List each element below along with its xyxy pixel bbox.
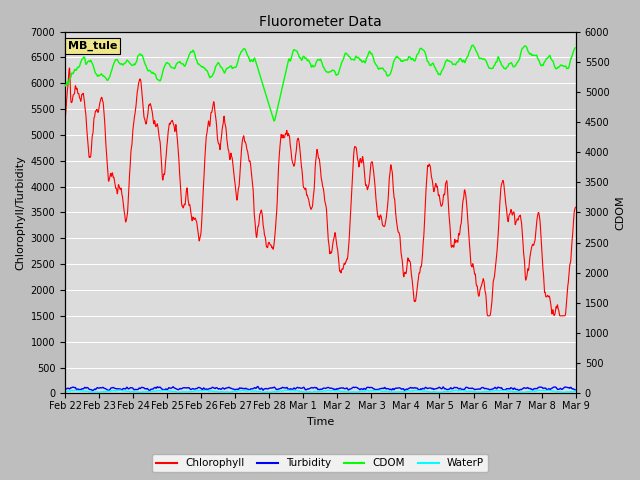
- Y-axis label: CDOM: CDOM: [615, 195, 625, 230]
- Text: MB_tule: MB_tule: [68, 41, 117, 51]
- Legend: Chlorophyll, Turbidity, CDOM, WaterP: Chlorophyll, Turbidity, CDOM, WaterP: [152, 454, 488, 472]
- X-axis label: Time: Time: [307, 417, 334, 427]
- Y-axis label: Chlorophyll/Turbidity: Chlorophyll/Turbidity: [15, 155, 25, 270]
- Title: Fluorometer Data: Fluorometer Data: [259, 15, 381, 29]
